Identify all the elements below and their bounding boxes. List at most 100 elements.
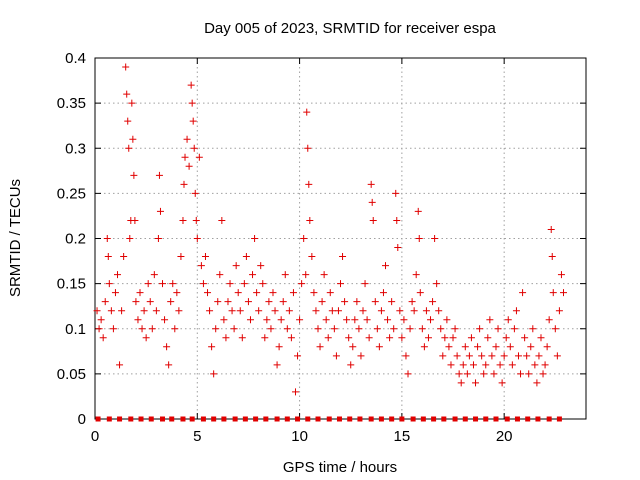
data-point — [533, 379, 541, 387]
data-point — [197, 262, 205, 270]
data-point — [412, 271, 420, 279]
data-point — [349, 343, 357, 351]
data-point — [341, 298, 349, 306]
data-point — [388, 298, 396, 306]
data-point — [553, 352, 561, 360]
baseline-marker — [138, 416, 144, 422]
baseline-marker — [431, 416, 437, 422]
baseline-marker — [253, 416, 259, 422]
data-point — [369, 216, 377, 224]
baseline-marker — [305, 416, 311, 422]
data-point — [543, 343, 551, 351]
data-point — [216, 271, 224, 279]
data-point — [189, 117, 197, 125]
data-point — [294, 352, 302, 360]
data-point — [322, 316, 330, 324]
data-point — [298, 280, 306, 288]
chart-title: Day 005 of 2023, SRMTID for receiver esp… — [204, 20, 496, 37]
data-point — [116, 361, 124, 369]
data-point — [130, 171, 138, 179]
data-point — [183, 135, 191, 143]
data-point — [390, 325, 398, 333]
data-point — [396, 307, 404, 315]
x-tick-label: 20 — [496, 428, 513, 445]
y-tick-label: 0.1 — [65, 321, 86, 338]
data-point — [259, 280, 267, 288]
data-point — [251, 235, 259, 242]
data-point — [351, 316, 359, 324]
data-point — [316, 343, 324, 351]
data-point — [557, 271, 565, 279]
data-point — [199, 280, 207, 288]
data-point — [420, 343, 428, 351]
data-point — [474, 343, 482, 351]
data-point — [455, 370, 463, 378]
data-point — [234, 289, 242, 297]
data-point — [104, 253, 112, 261]
data-point — [238, 334, 246, 342]
data-point — [281, 271, 289, 279]
data-point — [131, 216, 139, 224]
data-point — [371, 298, 379, 306]
data-point — [422, 307, 430, 315]
x-tick-label: 10 — [291, 428, 308, 445]
data-point — [437, 325, 445, 333]
data-point — [379, 289, 387, 297]
baseline-marker — [399, 416, 405, 422]
baseline-marker — [284, 416, 290, 422]
y-axis-label: SRMTID / TECUs — [7, 179, 24, 297]
data-point — [204, 289, 212, 297]
data-point — [273, 361, 281, 369]
data-point — [224, 298, 232, 306]
data-point — [244, 298, 252, 306]
data-point — [398, 334, 406, 342]
data-point — [512, 307, 520, 315]
data-point — [191, 189, 199, 197]
data-point — [302, 271, 310, 279]
data-point — [308, 253, 316, 261]
baseline-marker — [535, 416, 541, 422]
x-tick-label: 0 — [91, 428, 99, 445]
x-tick-label: 15 — [394, 428, 411, 445]
data-point — [201, 253, 209, 261]
baseline-marker — [326, 416, 332, 422]
data-point — [488, 352, 496, 360]
data-point — [177, 253, 185, 261]
data-point — [404, 370, 412, 378]
data-point — [150, 271, 158, 279]
baseline-marker — [514, 416, 520, 422]
y-tick-label: 0.05 — [57, 366, 86, 383]
baseline-marker — [169, 416, 175, 422]
scatter-points — [93, 63, 567, 396]
data-point — [220, 316, 228, 324]
data-point — [465, 352, 473, 360]
y-tick-label: 0.25 — [57, 185, 86, 202]
data-point — [500, 352, 508, 360]
data-point — [357, 352, 365, 360]
data-point — [529, 325, 537, 333]
data-point — [111, 289, 119, 297]
data-point — [469, 361, 477, 369]
data-point — [343, 316, 351, 324]
data-point — [163, 343, 171, 351]
baseline-marker — [295, 416, 301, 422]
data-point — [490, 370, 498, 378]
data-point — [296, 316, 304, 324]
data-point — [125, 144, 133, 152]
data-point — [93, 307, 101, 315]
data-point — [435, 307, 443, 315]
data-point — [109, 325, 117, 333]
data-point — [496, 361, 504, 369]
data-point — [480, 370, 488, 378]
data-point — [504, 316, 512, 324]
baseline-marker — [525, 416, 531, 422]
data-point — [457, 379, 465, 387]
data-point — [187, 81, 195, 89]
data-point — [559, 289, 567, 297]
data-point — [99, 334, 107, 342]
data-point — [368, 198, 376, 206]
data-point — [472, 379, 480, 387]
baseline-marker — [160, 416, 166, 422]
baseline-marker — [473, 416, 479, 422]
